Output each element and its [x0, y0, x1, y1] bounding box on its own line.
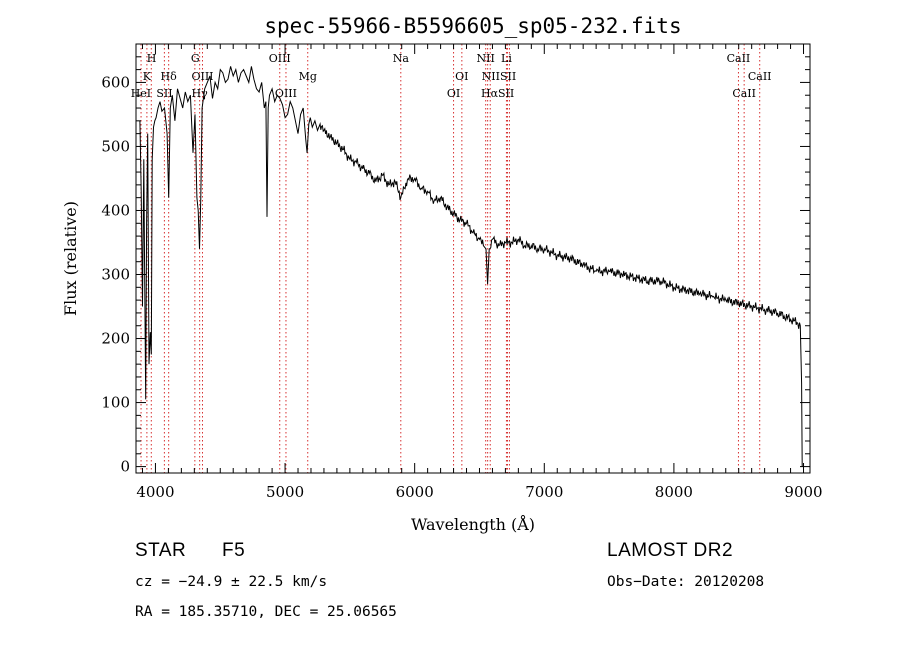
spectral-line-label: CaII [748, 70, 772, 83]
redshift-cz: cz = −24.9 ± 22.5 km/s [135, 574, 328, 590]
spectral-line-label: H [147, 52, 157, 65]
spectral-line-label: OIII [269, 52, 291, 65]
spectral-line-label: NIISII [482, 70, 517, 83]
object-class: STAR [135, 540, 187, 561]
spectral-line-label: OIII [275, 87, 297, 100]
y-tick-label: 600 [101, 73, 130, 91]
x-tick-label: 8000 [655, 483, 693, 501]
spectral-line-label: Li [501, 52, 512, 65]
x-tick-label: 6000 [396, 483, 434, 501]
spectral-line-label: K [143, 70, 152, 83]
y-tick-label: 500 [101, 137, 130, 155]
spectral-line-label: Na [393, 52, 410, 65]
y-tick-label: 200 [101, 330, 130, 348]
y-tick-label: 300 [101, 266, 130, 284]
plot-frame [135, 43, 811, 474]
flux-series-line [139, 66, 803, 467]
x-tick-label: 9000 [784, 483, 822, 501]
survey-name: LAMOST DR2 [607, 540, 734, 561]
sky-coordinates: RA = 185.35710, DEC = 25.06565 [135, 604, 397, 620]
observation-date: Obs−Date: 20120208 [607, 574, 765, 590]
x-tick-label: 5000 [266, 483, 304, 501]
y-tick-label: 100 [101, 394, 130, 412]
y-axis-label: Flux (relative) [61, 201, 80, 316]
y-tick-label: 400 [101, 201, 130, 219]
x-axis-label: Wavelength (Å) [411, 514, 535, 534]
chart-title: spec-55966-B5596605_sp05-232.fits [264, 14, 681, 38]
spectral-line-label: NII [477, 52, 495, 65]
x-tick-label: 4000 [136, 483, 174, 501]
spectral-subclass: F5 [222, 540, 246, 561]
spectral-line-label: CaII [732, 87, 756, 100]
spectral-line-label: Mg [299, 70, 317, 83]
spectral-line-label: Hδ [161, 70, 178, 83]
spectral-line-label: OI [455, 70, 468, 83]
spectral-line-label: OI [447, 87, 460, 100]
y-tick-label: 0 [120, 458, 130, 476]
spectral-line-label: HeI [131, 87, 151, 100]
spectral-line-label: CaII [727, 52, 751, 65]
spectral-line-label: G [191, 52, 200, 65]
spectral-line-label: HαSII [481, 87, 514, 100]
spectral-line-label: Hγ [192, 87, 209, 100]
spectral-line-label: SII [156, 87, 172, 100]
x-tick-label: 7000 [525, 483, 563, 501]
